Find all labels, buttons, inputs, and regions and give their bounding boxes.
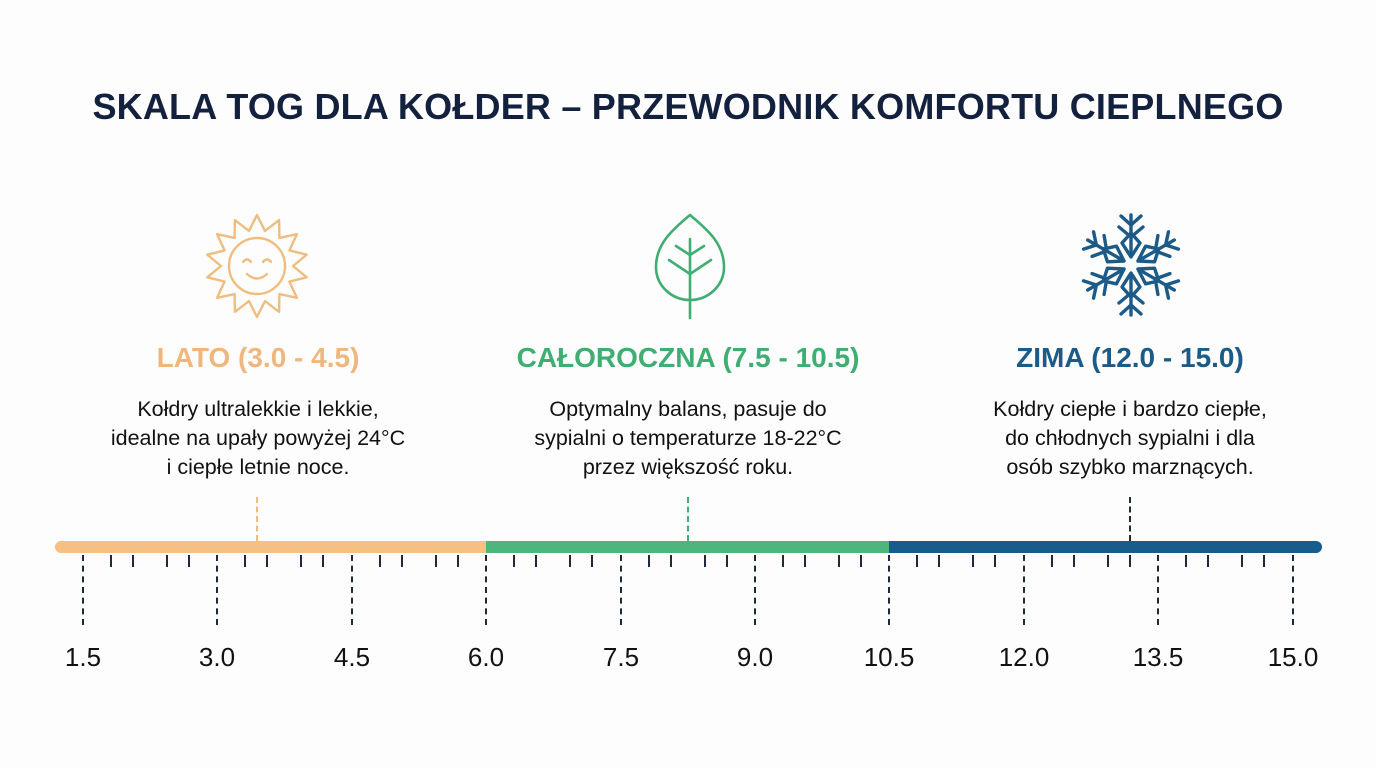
minor-tick bbox=[591, 555, 593, 567]
minor-tick bbox=[300, 555, 302, 567]
minor-tick bbox=[938, 555, 940, 567]
major-tick bbox=[82, 555, 84, 625]
bar-segment-summer bbox=[55, 541, 486, 553]
bar-segment-winter bbox=[889, 541, 1322, 553]
major-tick bbox=[216, 555, 218, 625]
major-tick bbox=[1292, 555, 1294, 625]
minor-tick bbox=[513, 555, 515, 567]
minor-tick bbox=[166, 555, 168, 567]
tick-label: 9.0 bbox=[736, 642, 774, 672]
minor-tick bbox=[1185, 555, 1187, 567]
minor-tick bbox=[648, 555, 650, 567]
minor-tick bbox=[1107, 555, 1109, 567]
minor-tick bbox=[1129, 555, 1131, 567]
allseason-marker bbox=[687, 497, 689, 541]
major-tick bbox=[351, 555, 353, 625]
tick-label: 6.0 bbox=[467, 642, 505, 672]
major-tick bbox=[485, 555, 487, 625]
minor-tick bbox=[132, 555, 134, 567]
tick-label: 3.0 bbox=[198, 642, 236, 672]
major-tick bbox=[754, 555, 756, 625]
minor-tick bbox=[188, 555, 190, 567]
winter-heading: ZIMA (12.0 - 15.0) bbox=[1016, 342, 1244, 373]
allseason-heading: CAŁOROCZNA (7.5 - 10.5) bbox=[516, 342, 860, 373]
minor-tick bbox=[804, 555, 806, 567]
tick-label: 15.0 bbox=[1267, 642, 1319, 672]
summer-heading: LATO (3.0 - 4.5) bbox=[156, 342, 360, 373]
winter-description: Kołdry ciepłe i bardzo ciepłe, do chłodn… bbox=[993, 397, 1267, 479]
minor-tick bbox=[726, 555, 728, 567]
summer-description: Kołdry ultralekkie i lekkie, idealne na … bbox=[110, 397, 406, 479]
minor-tick bbox=[569, 555, 571, 567]
minor-tick bbox=[1073, 555, 1075, 567]
tick-label: 13.5 bbox=[1132, 642, 1184, 672]
tick-label: 4.5 bbox=[333, 642, 371, 672]
minor-tick bbox=[670, 555, 672, 567]
minor-tick bbox=[1241, 555, 1243, 567]
minor-tick bbox=[535, 555, 537, 567]
leaf-icon bbox=[650, 212, 730, 320]
minor-tick bbox=[244, 555, 246, 567]
tick-label: 1.5 bbox=[64, 642, 102, 672]
tick-label: 7.5 bbox=[602, 642, 640, 672]
bar-segment-allseason bbox=[486, 541, 889, 553]
major-tick bbox=[620, 555, 622, 625]
minor-tick bbox=[266, 555, 268, 567]
snowflake-icon bbox=[1079, 210, 1183, 320]
major-tick bbox=[1023, 555, 1025, 625]
minor-tick bbox=[972, 555, 974, 567]
minor-tick bbox=[401, 555, 403, 567]
minor-tick bbox=[782, 555, 784, 567]
sun-icon bbox=[203, 212, 311, 320]
minor-tick bbox=[1051, 555, 1053, 567]
page-title: SKALA TOG DLA KOŁDER – PRZEWODNIK KOMFOR… bbox=[92, 86, 1284, 127]
summer-marker bbox=[256, 497, 258, 541]
minor-tick bbox=[1207, 555, 1209, 567]
minor-tick bbox=[435, 555, 437, 567]
minor-tick bbox=[994, 555, 996, 567]
tick-label: 12.0 bbox=[998, 642, 1050, 672]
minor-tick bbox=[322, 555, 324, 567]
allseason-description: Optymalny balans, pasuje do sypialni o t… bbox=[534, 397, 842, 479]
minor-tick bbox=[110, 555, 112, 567]
major-tick bbox=[1157, 555, 1159, 625]
minor-tick bbox=[1263, 555, 1265, 567]
minor-tick bbox=[838, 555, 840, 567]
tick-label: 10.5 bbox=[863, 642, 915, 672]
winter-marker bbox=[1129, 497, 1131, 541]
minor-tick bbox=[916, 555, 918, 567]
minor-tick bbox=[704, 555, 706, 567]
minor-tick bbox=[457, 555, 459, 567]
minor-tick bbox=[860, 555, 862, 567]
minor-tick bbox=[379, 555, 381, 567]
major-tick bbox=[888, 555, 890, 625]
